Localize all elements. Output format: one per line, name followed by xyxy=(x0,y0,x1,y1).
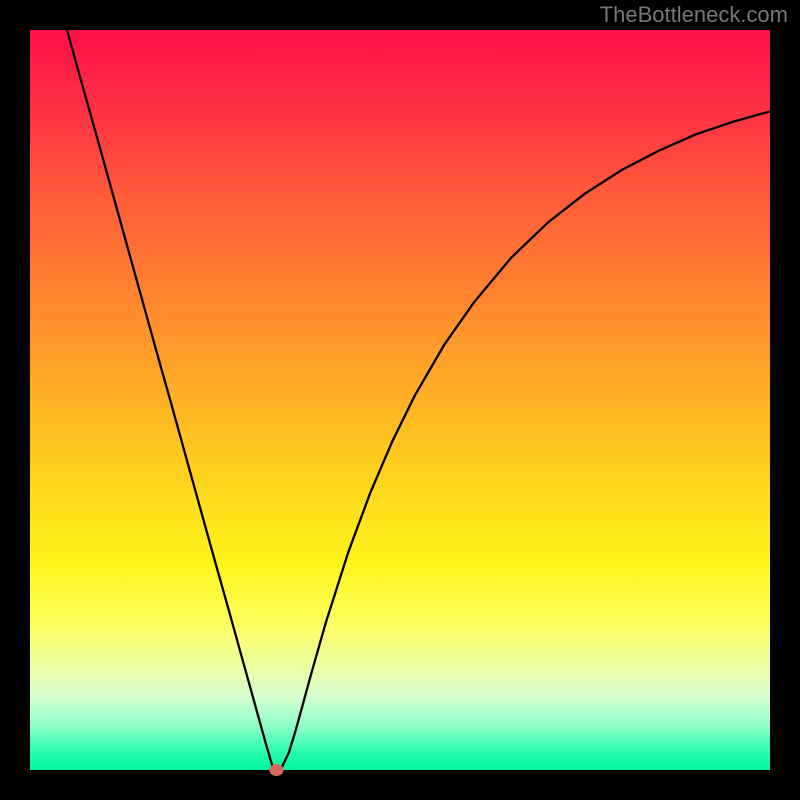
watermark-label: TheBottleneck.com xyxy=(600,2,788,27)
chart-stage: { "meta": { "watermark": "TheBottleneck.… xyxy=(0,0,800,800)
minimum-marker xyxy=(269,764,283,776)
bottleneck-chart: TheBottleneck.com xyxy=(0,0,800,800)
plot-area xyxy=(30,30,770,770)
